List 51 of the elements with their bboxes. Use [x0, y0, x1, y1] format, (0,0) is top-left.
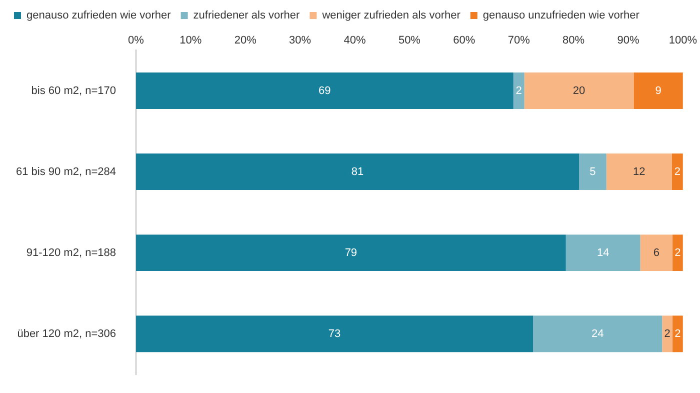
x-tick-label: 40%: [344, 34, 366, 47]
bar: [136, 234, 566, 272]
data-label: 2: [674, 328, 681, 340]
data-label: 9: [655, 84, 662, 97]
bar: [672, 234, 683, 272]
data-label: 79: [344, 246, 358, 259]
data-label: 2: [674, 246, 681, 259]
bar: [672, 316, 683, 352]
x-tick-label: 50%: [398, 34, 421, 47]
bar: [579, 154, 606, 190]
data-label: 14: [596, 246, 610, 259]
legend-label: zufriedener als vorher: [193, 10, 300, 22]
data-label: 5: [590, 166, 596, 178]
y-tick-label: 61 bis 90 m2, n=284: [16, 166, 116, 178]
x-tick-label: 70%: [508, 34, 530, 47]
y-tick-label: über 120 m2, n=306: [17, 328, 116, 340]
data-label: 69: [318, 84, 331, 97]
x-tick-label: 20%: [234, 34, 257, 47]
x-tick-label: 10%: [180, 34, 202, 47]
legend-label: genauso zufrieden wie vorher: [26, 10, 172, 22]
x-tick-label: 80%: [562, 34, 585, 47]
data-label: 2: [664, 328, 670, 340]
y-tick-label: 91-120 m2, n=188: [26, 246, 116, 259]
data-label: 20: [572, 84, 586, 97]
bar: [662, 316, 673, 352]
x-tick-label: 100%: [668, 34, 698, 47]
data-label: 2: [516, 84, 522, 97]
legend-label: weniger zufrieden als vorher: [321, 10, 461, 22]
data-label: 12: [633, 166, 646, 178]
bar: [634, 72, 683, 109]
data-label: 6: [653, 246, 660, 259]
bar: [640, 234, 673, 272]
bar: [533, 316, 662, 352]
y-tick-label: bis 60 m2, n=170: [31, 84, 116, 97]
bar: [136, 154, 580, 190]
data-label: 24: [591, 328, 604, 340]
x-tick-label: 30%: [289, 34, 312, 47]
bar: [136, 72, 514, 109]
data-label: 73: [328, 328, 341, 340]
bar: [136, 316, 534, 352]
data-label: 2: [674, 166, 681, 178]
data-label: 81: [351, 166, 364, 178]
bar: [672, 154, 683, 190]
x-tick-label: 90%: [617, 34, 640, 47]
x-tick-label: 60%: [453, 34, 476, 47]
bar: [566, 234, 640, 272]
bar: [513, 72, 524, 109]
bar: [606, 154, 672, 190]
bar: [524, 72, 634, 109]
x-tick-label: 0%: [128, 34, 144, 47]
legend-label: genauso unzufrieden wie vorher: [482, 10, 640, 22]
